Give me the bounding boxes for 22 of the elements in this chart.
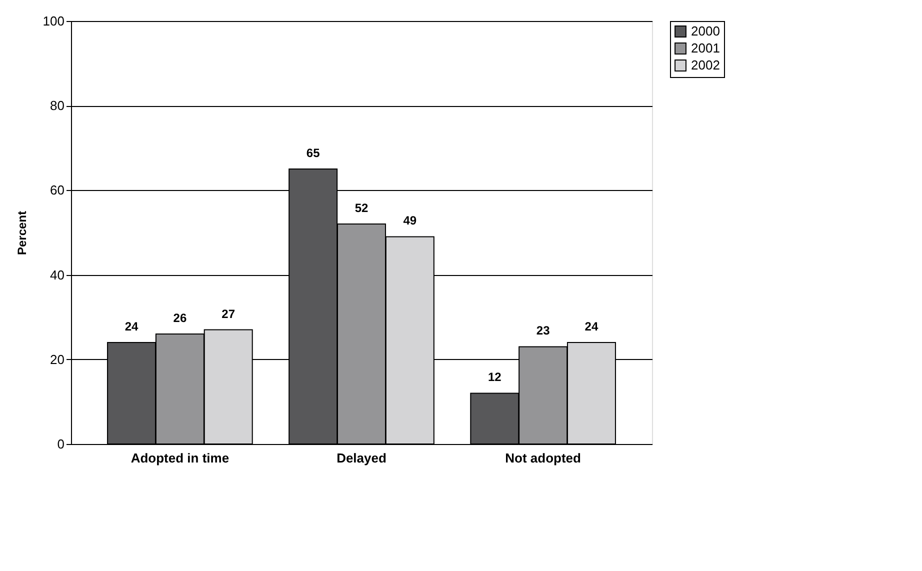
x-tick-label: Adopted in time xyxy=(130,450,230,466)
y-tick-label: 80 xyxy=(50,98,64,114)
data-label: 26 xyxy=(173,311,187,326)
y-tick-label: 40 xyxy=(50,267,64,282)
data-label: 12 xyxy=(488,370,502,384)
y-tick-label: 20 xyxy=(50,352,64,367)
data-label: 24 xyxy=(124,319,139,334)
y-axis-title: Percent xyxy=(14,210,29,256)
data-label: 52 xyxy=(354,201,368,216)
data-label: 49 xyxy=(403,214,417,228)
legend-label: 2002 xyxy=(691,58,720,72)
y-tick-label: 0 xyxy=(57,436,64,452)
x-tick-label: Delayed xyxy=(336,450,386,466)
data-label: 65 xyxy=(306,146,320,160)
legend-label: 2000 xyxy=(691,24,720,38)
y-tick-label: 100 xyxy=(42,14,64,28)
data-label: 27 xyxy=(222,306,236,321)
data-label: 24 xyxy=(584,319,598,334)
x-tick-label: Not adopted xyxy=(505,450,582,466)
legend-label: 2001 xyxy=(691,40,720,56)
data-label: 23 xyxy=(536,324,550,338)
y-tick-label: 60 xyxy=(50,182,64,198)
